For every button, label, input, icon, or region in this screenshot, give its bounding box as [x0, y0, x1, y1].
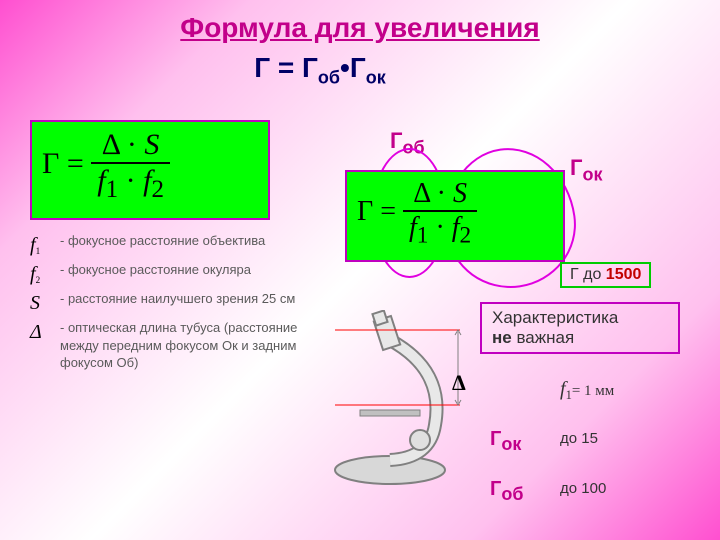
fb2-fraction: Δ · S f1 · f2 — [403, 178, 477, 250]
fb2-num-op: · — [430, 178, 453, 209]
fb1-den-2: 2 — [151, 176, 164, 203]
mf-s1: об — [318, 68, 340, 88]
mf-s2: ок — [366, 68, 386, 88]
row-gob-g: Г — [490, 478, 501, 500]
definition-symbol: Δ — [30, 319, 60, 372]
fb1-den-l: f — [97, 164, 105, 197]
g-1500-box: Г до 1500 — [560, 262, 651, 288]
fb2-eq: = — [373, 196, 403, 227]
definition-text: - фокусное расстояние объектива — [60, 232, 320, 259]
definition-row: S- расстояние наилучшего зрения 25 см — [30, 290, 320, 317]
formula-box-2: Г = Δ · S f1 · f2 — [345, 170, 565, 262]
char-l2post: важная — [512, 328, 574, 347]
mf-lhs: Г — [254, 52, 270, 83]
g1500-val: 1500 — [606, 266, 642, 283]
fb1-num-op: · — [119, 128, 144, 161]
fb1-eq: = — [59, 147, 91, 180]
mf-t1: Г — [302, 52, 318, 83]
row-gok-g: Г — [490, 428, 501, 450]
fb2-lhs: Г — [357, 196, 373, 227]
mf-eq: = — [270, 52, 302, 83]
fb2-den-l: f — [409, 212, 417, 243]
label-gok-g: Г — [570, 155, 582, 180]
characteristic-box: Характеристика не важная — [480, 302, 680, 354]
label-gob-g: Г — [390, 128, 402, 153]
row-gob-label: Гоб — [490, 478, 523, 505]
row-gok-sub: ок — [501, 434, 521, 454]
mf-dot: • — [340, 52, 350, 83]
fb2-num-l: Δ — [413, 178, 429, 209]
fb2-num-r: S — [453, 178, 467, 209]
fb1-lhs: Г — [42, 147, 59, 180]
label-gok: Гок — [570, 155, 603, 185]
char-l1: Характеристика — [492, 308, 618, 327]
definition-symbol: f1 — [30, 232, 60, 259]
row-gok-label: Гок — [490, 428, 521, 455]
definition-symbol: f2 — [30, 261, 60, 288]
definition-text: - фокусное расстояние окуляра — [60, 261, 320, 288]
f1mm-rest: = 1 мм — [572, 383, 614, 399]
main-formula: Г = Гоб•Гок — [0, 52, 720, 89]
f1-mm: f1= 1 мм — [560, 378, 614, 403]
row-gok-value: до 15 — [560, 430, 598, 447]
fb2-den-2: 2 — [460, 223, 472, 249]
fb1-num-r: S — [144, 128, 159, 161]
label-gob-sub: об — [402, 137, 424, 157]
label-gok-sub: ок — [582, 164, 602, 184]
row-gob-value: до 100 — [560, 480, 606, 497]
fb2-den-1: 1 — [417, 223, 429, 249]
definition-row: f2- фокусное расстояние окуляра — [30, 261, 320, 288]
g1500-pre: Г до — [570, 266, 606, 283]
definition-row: f1- фокусное расстояние объектива — [30, 232, 320, 259]
microscope-icon — [330, 310, 480, 490]
label-gob: Гоб — [390, 128, 425, 158]
definition-symbol: S — [30, 290, 60, 317]
fb1-num-l: Δ — [102, 128, 120, 161]
fb2-den-r: f — [452, 212, 460, 243]
fb2-den-op: · — [428, 212, 451, 243]
fb1-fraction: Δ · S f1 · f2 — [91, 128, 170, 204]
fb1-den-1: 1 — [106, 176, 119, 203]
formula-box-1: Г = Δ · S f1 · f2 — [30, 120, 270, 220]
row-gob-sub: об — [501, 484, 523, 504]
mf-t2: Г — [350, 52, 366, 83]
char-l2pre: не — [492, 328, 512, 347]
definition-row: Δ- оптическая длина тубуса (расстояние м… — [30, 319, 320, 372]
page-title: Формула для увеличения — [0, 0, 720, 44]
fb1-den-op: · — [118, 164, 143, 197]
definitions-list: f1- фокусное расстояние объективаf2- фок… — [30, 232, 320, 374]
definition-text: - оптическая длина тубуса (расстояние ме… — [60, 319, 320, 372]
definition-text: - расстояние наилучшего зрения 25 см — [60, 290, 320, 317]
delta-label: Δ — [452, 370, 466, 396]
